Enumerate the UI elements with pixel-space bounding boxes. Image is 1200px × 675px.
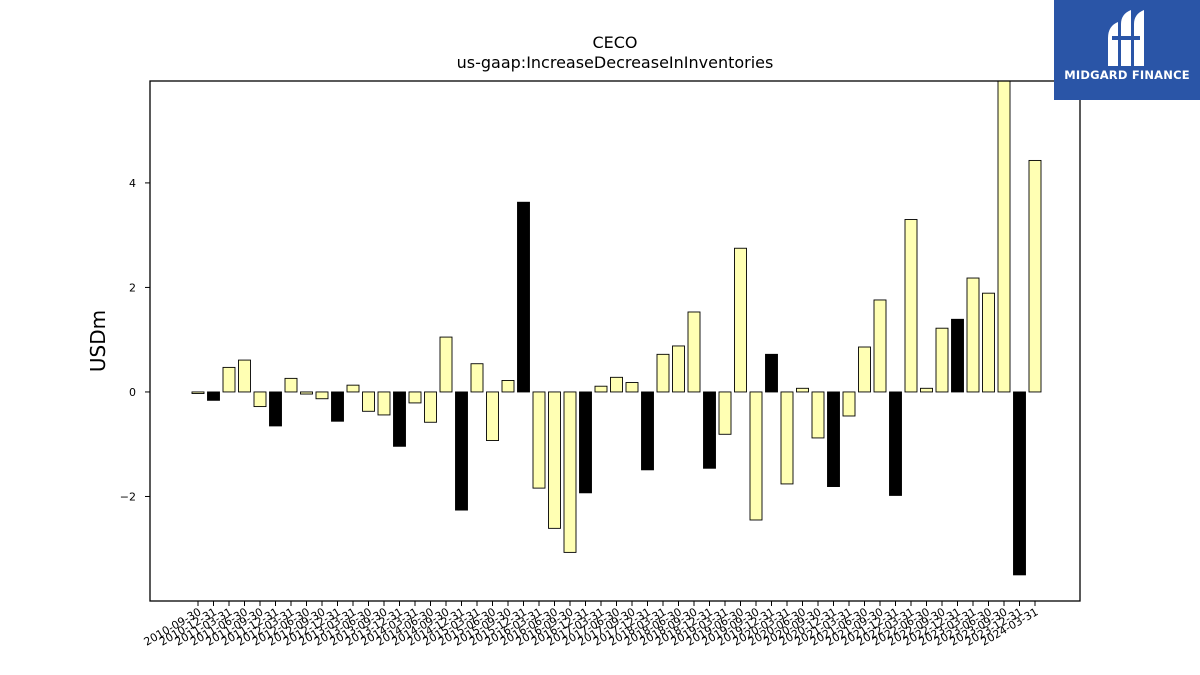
bar-2023-09-30 — [997, 80, 1011, 393]
bar-2021-03-31 — [842, 391, 856, 417]
bar-2011-12-31 — [269, 391, 282, 427]
bar-2013-09-30 — [377, 391, 391, 416]
x-axis-ticks: 2010-09-302010-12-312011-03-312011-06-30… — [142, 601, 1041, 649]
midgard-finance-logo: MIDGARD FINANCE — [1054, 0, 1200, 100]
y-tick-label: 0 — [129, 386, 136, 399]
bar-2020-06-30 — [796, 387, 809, 393]
bar-2013-03-31 — [346, 384, 360, 393]
chart-title: CECO — [592, 33, 637, 52]
bar-2013-12-31 — [393, 391, 406, 447]
bar-2010-12-31 — [207, 391, 220, 401]
bar-2011-03-31 — [222, 366, 236, 393]
bar-2018-12-31 — [703, 391, 716, 469]
bar-2010-09-30 — [191, 391, 205, 394]
bar-2022-12-31 — [951, 318, 964, 393]
bar-2012-03-31 — [284, 377, 298, 393]
bar-2019-09-30 — [749, 391, 763, 521]
bar-2013-06-30 — [362, 391, 375, 412]
bar-2024-03-31 — [1028, 159, 1042, 393]
bar-2016-12-31 — [579, 391, 592, 494]
bar-2017-06-30 — [610, 376, 623, 393]
bar-2022-03-31 — [904, 219, 918, 393]
brand-text: MIDGARD FINANCE — [1064, 68, 1190, 82]
bar-2020-12-31 — [827, 391, 840, 487]
bar-2021-12-31 — [889, 391, 902, 496]
bar-2015-03-31 — [470, 363, 484, 393]
bar-2014-12-31 — [455, 391, 468, 511]
bar-2019-12-31 — [765, 353, 778, 393]
bar-2017-09-30 — [625, 382, 639, 393]
chart-subtitle: us-gaap:IncreaseDecreaseInInventories — [457, 53, 774, 72]
bar-2023-12-31 — [1013, 391, 1026, 576]
bar-2018-09-30 — [687, 311, 701, 393]
bar-2017-12-31 — [641, 391, 654, 471]
y-tick-label: −2 — [120, 490, 136, 503]
bar-2018-06-30 — [672, 345, 685, 393]
bar-2016-09-30 — [563, 391, 577, 553]
bar-2023-06-30 — [982, 292, 995, 393]
bar-2014-06-30 — [424, 391, 437, 423]
y-axis-ticks: −2 0 2 4 — [120, 177, 150, 503]
bar-2014-09-30 — [439, 336, 453, 393]
bar-2019-03-31 — [718, 391, 732, 435]
bar-2022-06-30 — [920, 387, 933, 393]
y-axis-label: USDm — [86, 310, 110, 372]
bar-2012-12-31 — [331, 391, 344, 422]
bar-2014-03-31 — [408, 391, 422, 404]
bar-2012-09-30 — [315, 391, 329, 400]
bar-2011-06-30 — [238, 359, 251, 393]
bar-2019-06-30 — [734, 247, 747, 393]
bar-2016-03-31 — [532, 391, 546, 489]
bar-2022-09-30 — [935, 327, 949, 393]
bar-2020-03-31 — [780, 391, 794, 485]
bar-2016-06-30 — [548, 391, 561, 529]
bar-2012-06-30 — [300, 391, 313, 395]
plot-frame — [149, 80, 1081, 602]
bar-series — [191, 80, 1042, 576]
bar-2021-09-30 — [873, 299, 887, 393]
bar-2021-06-30 — [858, 346, 871, 393]
bar-2020-09-30 — [811, 391, 825, 439]
bar-2015-09-30 — [501, 380, 515, 393]
bar-2018-03-31 — [656, 353, 670, 393]
midgard-mark-icon — [1108, 10, 1144, 66]
y-tick-label: 2 — [129, 281, 136, 294]
bar-2011-09-30 — [253, 391, 267, 408]
y-tick-label: 4 — [129, 177, 136, 190]
bar-2015-12-31 — [517, 201, 530, 393]
bar-2015-06-30 — [486, 391, 499, 442]
bar-2017-03-31 — [594, 385, 608, 393]
bar-2023-03-31 — [966, 277, 980, 393]
